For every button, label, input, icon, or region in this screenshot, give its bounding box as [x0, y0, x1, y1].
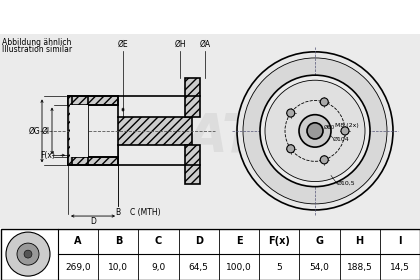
- Text: Ø10,5: Ø10,5: [337, 181, 356, 186]
- Text: ATE: ATE: [186, 111, 294, 163]
- Text: G: G: [315, 236, 323, 246]
- Circle shape: [299, 115, 331, 147]
- Text: H: H: [356, 236, 364, 246]
- Text: Ø60: Ø60: [324, 125, 335, 130]
- Circle shape: [243, 58, 387, 204]
- Circle shape: [320, 98, 328, 106]
- Bar: [70, 104, 88, 157]
- Text: B: B: [115, 236, 122, 246]
- Text: D: D: [90, 217, 96, 226]
- Text: 64,5: 64,5: [189, 263, 209, 272]
- Circle shape: [320, 156, 328, 164]
- Text: 100,0: 100,0: [226, 263, 252, 272]
- Circle shape: [287, 145, 295, 153]
- Text: Ø104: Ø104: [333, 137, 350, 141]
- Circle shape: [237, 52, 393, 210]
- Bar: [68, 157, 118, 165]
- Circle shape: [307, 123, 323, 139]
- Circle shape: [265, 80, 365, 181]
- Text: F(x): F(x): [40, 151, 55, 160]
- Text: Abbildung ähnlich: Abbildung ähnlich: [2, 38, 71, 47]
- Text: 188,5: 188,5: [347, 263, 373, 272]
- Circle shape: [287, 109, 295, 117]
- Text: ØI: ØI: [42, 126, 50, 136]
- Text: 5: 5: [276, 263, 282, 272]
- Text: ØE: ØE: [118, 40, 129, 49]
- Text: I: I: [398, 236, 402, 246]
- Text: 10,0: 10,0: [108, 263, 129, 272]
- Text: 54,0: 54,0: [310, 263, 329, 272]
- Text: D: D: [195, 236, 203, 246]
- Bar: [68, 96, 118, 104]
- Text: 14,5: 14,5: [390, 263, 410, 272]
- Text: B: B: [116, 209, 121, 218]
- Text: Illustration similar: Illustration similar: [2, 45, 72, 54]
- Text: ØH: ØH: [174, 40, 186, 49]
- Text: M8 (2x): M8 (2x): [335, 123, 359, 128]
- Circle shape: [24, 250, 32, 258]
- Text: 24.0110-0241.1: 24.0110-0241.1: [143, 9, 277, 24]
- Text: 9,0: 9,0: [152, 263, 165, 272]
- Text: ØA: ØA: [200, 40, 210, 49]
- Text: C (MTH): C (MTH): [130, 209, 160, 218]
- Bar: [185, 145, 200, 184]
- Bar: [118, 117, 192, 145]
- Bar: [185, 78, 200, 117]
- Bar: [68, 96, 72, 165]
- Circle shape: [6, 232, 50, 276]
- Text: E: E: [236, 236, 242, 246]
- Text: 269,0: 269,0: [65, 263, 91, 272]
- Circle shape: [17, 243, 39, 265]
- Text: C: C: [155, 236, 162, 246]
- Text: A: A: [74, 236, 82, 246]
- Circle shape: [341, 127, 349, 135]
- Text: 410241: 410241: [318, 9, 382, 24]
- Text: F(x): F(x): [268, 236, 290, 246]
- Circle shape: [260, 75, 370, 187]
- Text: ØG: ØG: [28, 126, 40, 136]
